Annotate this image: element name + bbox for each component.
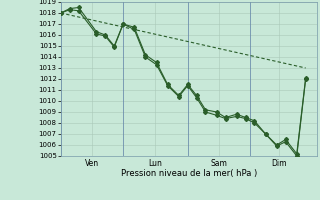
X-axis label: Pression niveau de la mer( hPa ): Pression niveau de la mer( hPa )	[121, 169, 257, 178]
